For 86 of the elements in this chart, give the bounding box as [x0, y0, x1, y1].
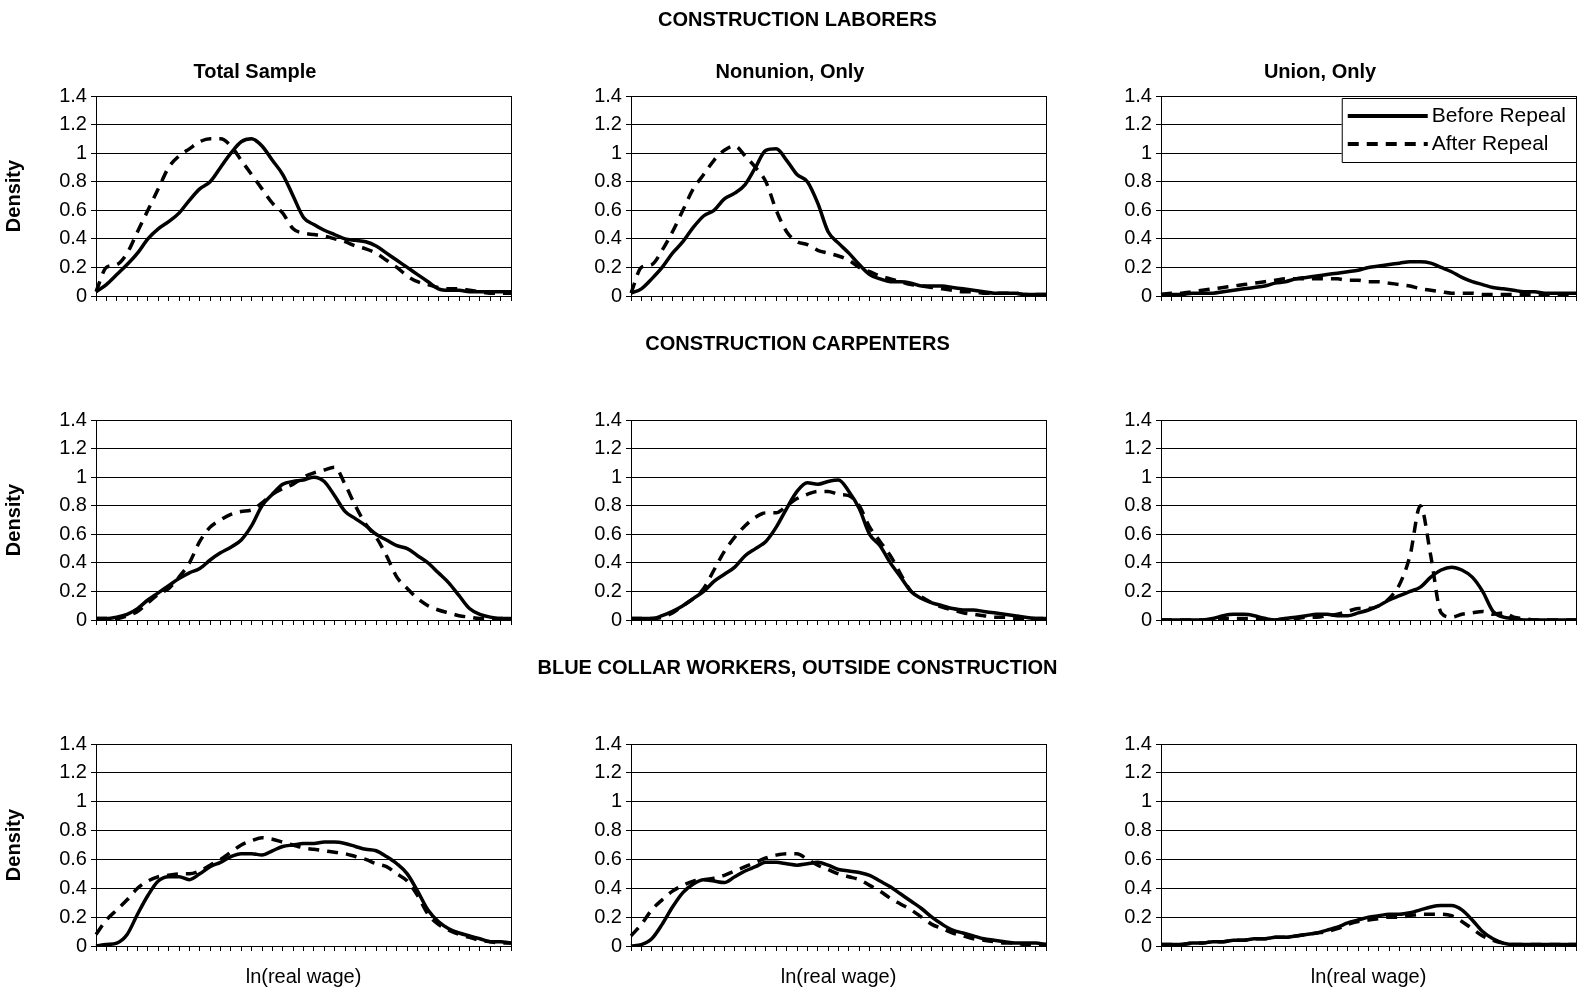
y-tick-label: 0.4 [59, 875, 87, 898]
y-tick-label: 0.2 [1124, 578, 1152, 601]
y-tick-label: 1.2 [1124, 112, 1152, 135]
y-tick-label: 1.2 [594, 760, 622, 783]
y-tick-label: 0 [1140, 607, 1152, 630]
y-tick-label: 0.6 [1124, 521, 1152, 544]
chart-title: Total Sample [192, 60, 318, 83]
chart-title: Nonunion, Only [714, 60, 866, 83]
y-tick-label: 1.4 [594, 83, 622, 106]
y-tick-label: 1 [75, 464, 87, 487]
y-tick-label: 0.2 [59, 904, 87, 927]
x-axis-title: ln(real wage) [245, 964, 362, 987]
chart-title: Union, Only [1262, 60, 1378, 83]
y-tick-label: 0 [610, 283, 622, 306]
y-tick-label: 0.8 [1124, 169, 1152, 192]
y-axis-title: Density [1, 483, 24, 557]
y-tick-label: 1.4 [59, 83, 87, 106]
y-tick-label: 0.2 [59, 254, 87, 277]
y-tick-label: 0.6 [1124, 197, 1152, 220]
y-tick-label: 1 [1140, 789, 1152, 812]
y-tick-label: 0.2 [594, 904, 622, 927]
y-tick-label: 0.2 [594, 578, 622, 601]
y-tick-label: 1.4 [594, 407, 622, 430]
y-tick-label: 0.6 [59, 846, 87, 869]
y-tick-label: 0.6 [1124, 846, 1152, 869]
y-tick-label: 0.8 [594, 493, 622, 516]
y-tick-label: 0 [1140, 933, 1152, 956]
y-tick-label: 1 [610, 464, 622, 487]
y-tick-label: 1.2 [1124, 760, 1152, 783]
y-tick-label: 1.2 [59, 112, 87, 135]
y-tick-label: 1.4 [1124, 83, 1152, 106]
y-tick-label: 0.8 [59, 169, 87, 192]
y-tick-label: 1.4 [59, 407, 87, 430]
y-tick-label: 0 [610, 933, 622, 956]
y-tick-label: 1.4 [1124, 731, 1152, 754]
y-tick-label: 0.8 [59, 818, 87, 841]
y-tick-label: 0.4 [59, 226, 87, 249]
y-axis-title: Density [1, 159, 24, 233]
y-tick-label: 0 [610, 607, 622, 630]
y-tick-label: 0.2 [594, 254, 622, 277]
y-tick-label: 1 [610, 140, 622, 163]
y-tick-label: 1.2 [594, 112, 622, 135]
y-tick-label: 1.2 [59, 436, 87, 459]
y-tick-label: 0 [75, 933, 87, 956]
text: CONSTRUCTION LABORERS [657, 8, 938, 31]
legend-label: After Repeal [1431, 130, 1549, 154]
text: BLUE COLLAR WORKERS, OUTSIDE CONSTRUCTION [536, 656, 1059, 679]
y-tick-label: 1 [610, 789, 622, 812]
y-tick-label: 0 [1140, 283, 1152, 306]
y-tick-label: 0.4 [1124, 875, 1152, 898]
x-axis-title: ln(real wage) [780, 964, 897, 987]
y-tick-label: 1.4 [59, 731, 87, 754]
y-tick-label: 1 [1140, 464, 1152, 487]
y-tick-label: 1.4 [594, 731, 622, 754]
y-tick-label: 1 [1140, 140, 1152, 163]
x-axis-title: ln(real wage) [1310, 964, 1427, 987]
y-tick-label: 0.4 [594, 550, 622, 573]
y-tick-label: 0.8 [59, 493, 87, 516]
y-tick-label: 0.8 [1124, 493, 1152, 516]
y-tick-label: 1.2 [1124, 436, 1152, 459]
y-tick-label: 0.6 [59, 197, 87, 220]
y-tick-label: 0.8 [594, 818, 622, 841]
y-tick-label: 0.8 [594, 169, 622, 192]
text: CONSTRUCTION CARPENTERS [644, 332, 951, 355]
y-tick-label: 0.4 [1124, 226, 1152, 249]
y-tick-label: 0.6 [594, 197, 622, 220]
y-tick-label: 0.2 [59, 578, 87, 601]
y-axis-title: Density [1, 808, 24, 882]
y-tick-label: 0.6 [59, 521, 87, 544]
legend-label: Before Repeal [1431, 102, 1567, 126]
y-tick-label: 1 [75, 789, 87, 812]
y-tick-label: 1.2 [59, 760, 87, 783]
y-tick-label: 1 [75, 140, 87, 163]
y-tick-label: 0 [75, 607, 87, 630]
y-tick-label: 1.2 [594, 436, 622, 459]
y-tick-label: 0.6 [594, 521, 622, 544]
y-tick-label: 0 [75, 283, 87, 306]
y-tick-label: 0.8 [1124, 818, 1152, 841]
y-tick-label: 0.6 [594, 846, 622, 869]
y-tick-label: 0.4 [594, 226, 622, 249]
y-tick-label: 0.4 [59, 550, 87, 573]
y-tick-label: 1.4 [1124, 407, 1152, 430]
y-tick-label: 0.2 [1124, 254, 1152, 277]
y-tick-label: 0.2 [1124, 904, 1152, 927]
y-tick-label: 0.4 [1124, 550, 1152, 573]
y-tick-label: 0.4 [594, 875, 622, 898]
